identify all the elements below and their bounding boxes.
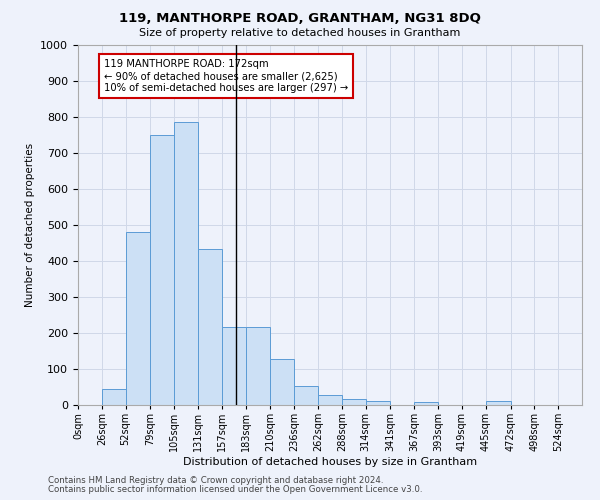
X-axis label: Distribution of detached houses by size in Grantham: Distribution of detached houses by size … [183,457,477,467]
Y-axis label: Number of detached properties: Number of detached properties [25,143,35,307]
Bar [318,395,342,405]
Text: Contains HM Land Registry data © Crown copyright and database right 2024.: Contains HM Land Registry data © Crown c… [48,476,383,485]
Text: Size of property relative to detached houses in Grantham: Size of property relative to detached ho… [139,28,461,38]
Text: 119 MANTHORPE ROAD: 172sqm
← 90% of detached houses are smaller (2,625)
10% of s: 119 MANTHORPE ROAD: 172sqm ← 90% of deta… [104,60,348,92]
Bar [151,135,174,405]
Bar [198,249,222,405]
Text: Contains public sector information licensed under the Open Government Licence v3: Contains public sector information licen… [48,485,422,494]
Bar [294,386,318,405]
Bar [366,402,391,405]
Bar [125,232,151,405]
Bar [222,326,245,405]
Bar [271,359,294,405]
Bar [486,402,511,405]
Bar [415,402,438,405]
Text: 119, MANTHORPE ROAD, GRANTHAM, NG31 8DQ: 119, MANTHORPE ROAD, GRANTHAM, NG31 8DQ [119,12,481,26]
Bar [174,122,198,405]
Bar [102,389,125,405]
Bar [342,399,366,405]
Bar [245,326,271,405]
